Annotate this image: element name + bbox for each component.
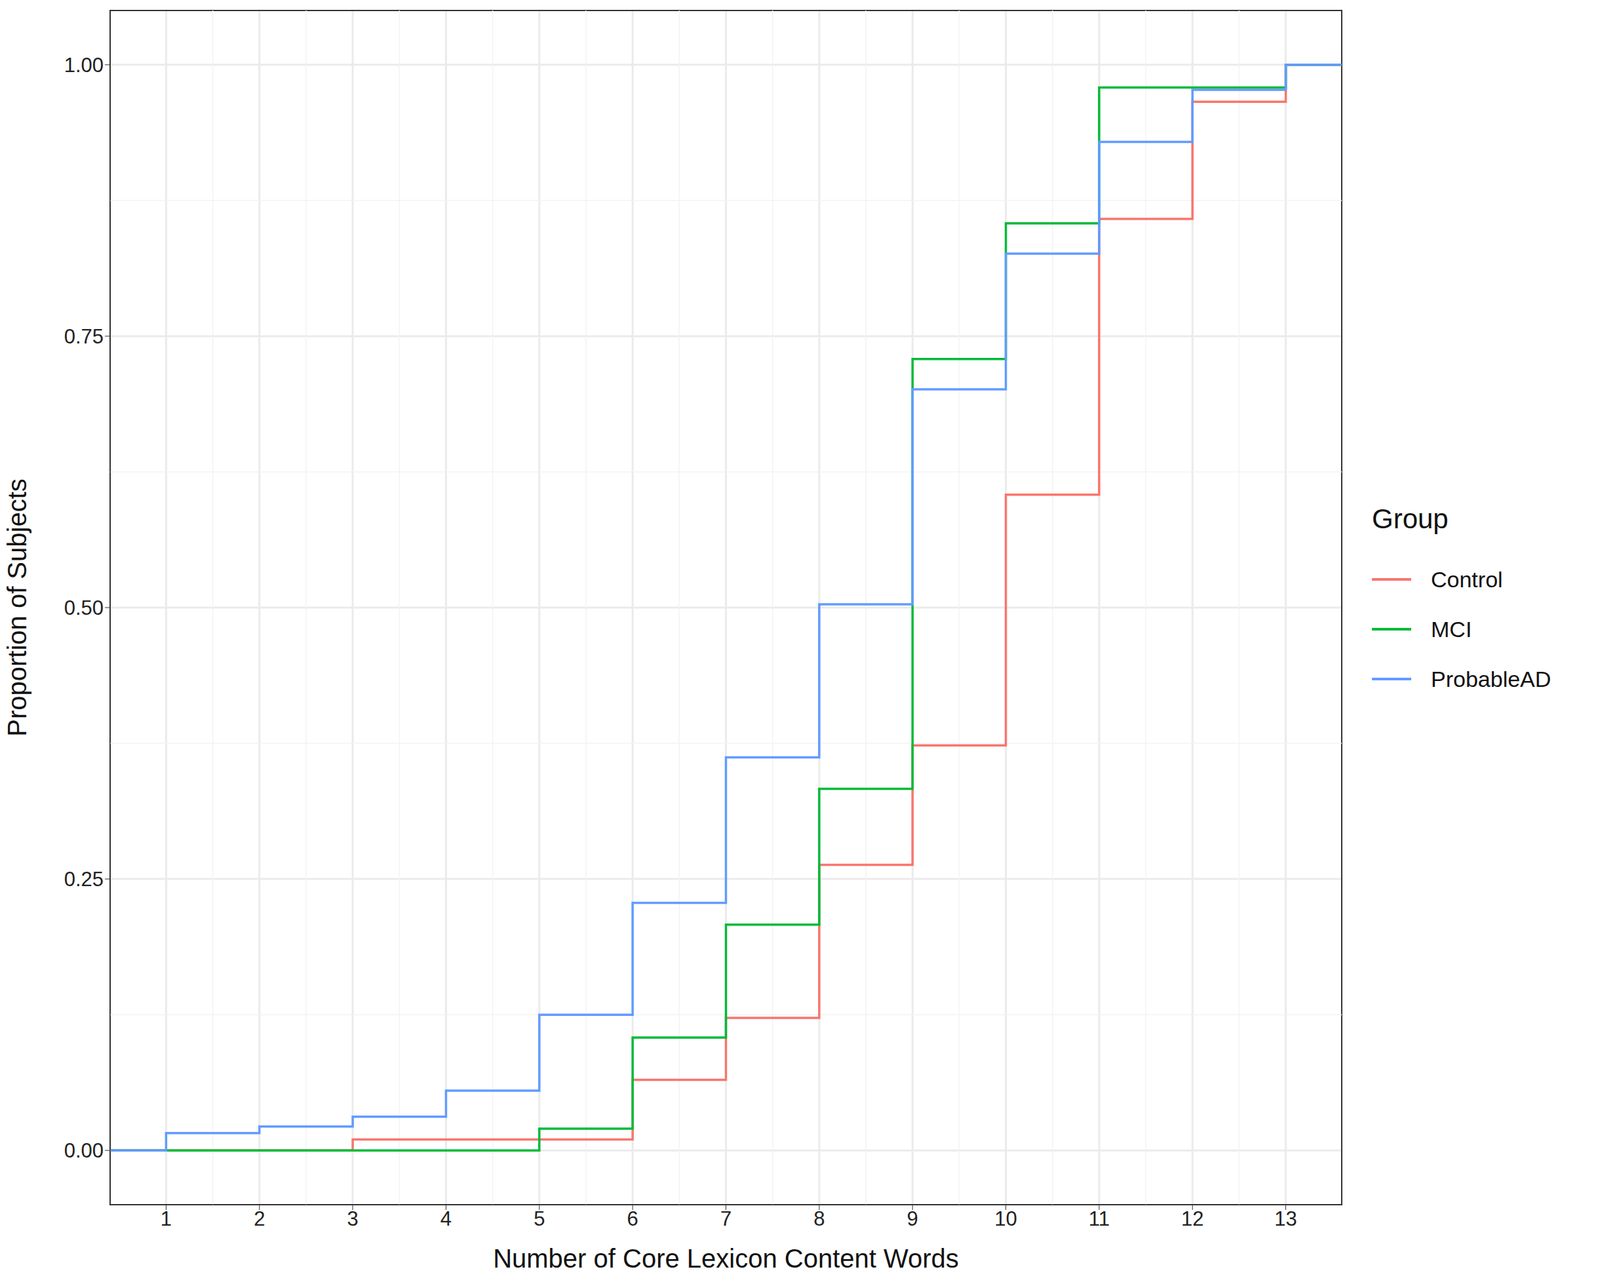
svg-text:11: 11 xyxy=(1088,1207,1110,1231)
html-text:ProbableAD: ProbableAD xyxy=(1430,666,1552,692)
html-text:Group: Group xyxy=(1371,503,1449,535)
svg-text:6: 6 xyxy=(627,1207,639,1231)
svg-text:0.75: 0.75 xyxy=(64,325,104,349)
svg-text:4: 4 xyxy=(440,1207,452,1231)
svg-text:1.00: 1.00 xyxy=(64,53,104,77)
svg-text:12: 12 xyxy=(1181,1207,1204,1231)
svg-text:5: 5 xyxy=(533,1207,545,1231)
html-text:Control: Control xyxy=(1430,566,1503,592)
svg-text:Proportion of Subjects: Proportion of Subjects xyxy=(5,478,32,737)
html-text:MCI: MCI xyxy=(1430,616,1472,642)
svg-text:10: 10 xyxy=(994,1207,1017,1231)
svg-text:0.50: 0.50 xyxy=(64,596,104,620)
svg-text:2: 2 xyxy=(253,1207,265,1231)
svg-text:3: 3 xyxy=(346,1207,358,1231)
svg-text:1: 1 xyxy=(160,1207,172,1231)
svg-text:0.00: 0.00 xyxy=(64,1139,104,1163)
svg-text:8: 8 xyxy=(813,1207,825,1231)
svg-text:0.25: 0.25 xyxy=(64,867,104,891)
svg-text:7: 7 xyxy=(720,1207,732,1231)
svg-text:13: 13 xyxy=(1274,1207,1297,1231)
svg-text:9: 9 xyxy=(907,1207,919,1231)
svg-text:Number of Core Lexicon Content: Number of Core Lexicon Content Words xyxy=(492,1244,959,1273)
